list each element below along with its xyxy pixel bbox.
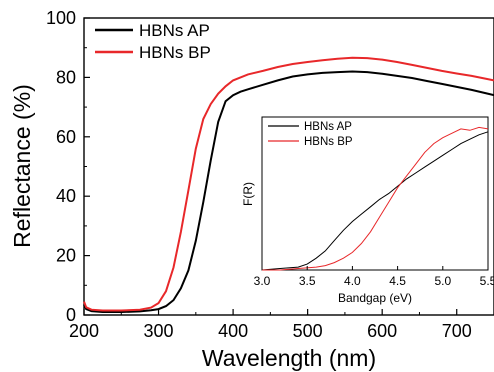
main-legend-label-ap: HBNs AP xyxy=(139,21,210,40)
main-y-tick-label: 60 xyxy=(56,127,76,147)
main-y-tick-label: 40 xyxy=(56,186,76,206)
main-x-tick-label: 500 xyxy=(293,321,323,341)
main-y-tick-label: 100 xyxy=(46,8,76,28)
main-y-tick-label: 20 xyxy=(56,246,76,266)
main-y-ticks: 0 20 40 60 80 100 xyxy=(46,8,90,325)
inset-x-tick-label: 3.0 xyxy=(254,274,271,288)
main-plot: 200 300 400 500 600 700 0 20 40 60 80 100 Waveleng… xyxy=(9,8,494,371)
inset-y-axis-title: F(R) xyxy=(241,182,255,206)
inset-x-tick-label: 5.5 xyxy=(480,274,494,288)
main-y-axis-title: Reflectance (%) xyxy=(9,84,35,248)
inset-legend-label-ap: HBNs AP xyxy=(304,121,352,133)
inset-plot-frame xyxy=(261,116,489,271)
inset-plot-background xyxy=(262,117,488,270)
inset-x-tick-label: 3.5 xyxy=(299,274,316,288)
main-series-line-ap xyxy=(83,70,494,313)
main-x-tick-label: 200 xyxy=(69,321,99,341)
inset-x-tick-label: 5.0 xyxy=(434,274,451,288)
main-x-tick-label: 700 xyxy=(442,321,472,341)
inset-series-line-ap xyxy=(261,131,489,271)
inset-x-axis-title: Bandgap (eV) xyxy=(338,291,412,305)
inset-x-ticks: 3.0 3.5 4.0 4.5 5.0 5.5 xyxy=(254,266,494,288)
main-legend-label-bp: HBNs BP xyxy=(139,43,211,62)
main-x-tick-label: 400 xyxy=(218,321,248,341)
main-y-tick-label: 80 xyxy=(56,67,76,87)
main-series-line-bp xyxy=(83,56,494,312)
inset-plot: 3.0 3.5 4.0 4.5 5.0 5.5 Bandgap (eV) F(R) HBN… xyxy=(241,116,494,305)
main-legend: HBNs AP HBNs BP xyxy=(95,21,211,62)
main-x-tick-label: 600 xyxy=(367,321,397,341)
inset-series-line-bp xyxy=(262,126,489,271)
main-plot-lines xyxy=(83,56,494,313)
inset-x-tick-label: 4.0 xyxy=(344,274,361,288)
main-x-ticks: 200 300 400 500 600 700 xyxy=(69,309,472,341)
main-y-tick-label: 0 xyxy=(66,305,76,325)
inset-legend: HBNs AP HBNs BP xyxy=(268,121,353,148)
main-x-axis-title: Wavelength (nm) xyxy=(202,345,376,371)
inset-plot-lines xyxy=(261,126,489,271)
inset-legend-label-bp: HBNs BP xyxy=(304,136,353,148)
inset-x-tick-label: 4.5 xyxy=(389,274,406,288)
main-x-tick-label: 300 xyxy=(144,321,174,341)
